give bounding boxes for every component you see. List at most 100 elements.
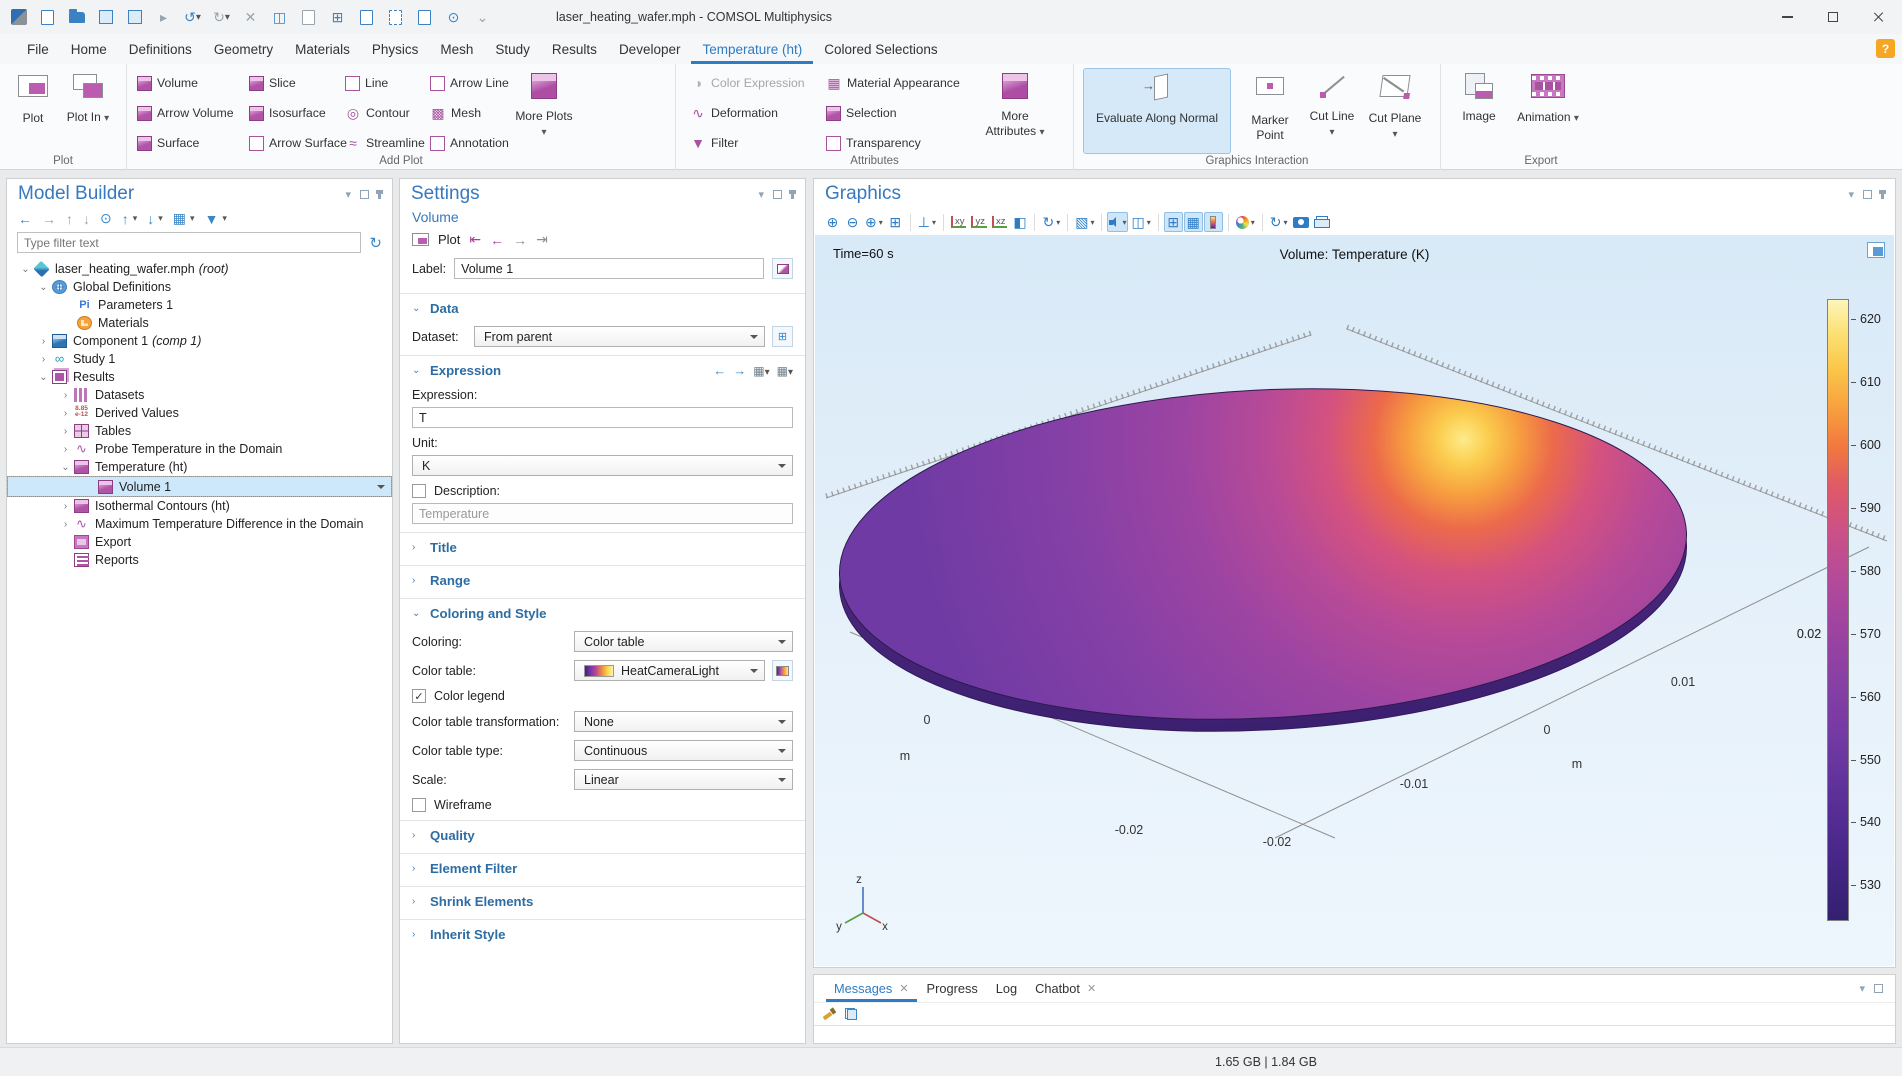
rotate-view-icon[interactable]: ↻ ▾ (1042, 213, 1061, 230)
dataset-options-icon[interactable]: ⊞ (772, 326, 793, 347)
tree-item-root[interactable]: ⌄ laser_heating_wafer.mph (root) (7, 260, 392, 278)
refresh-icon[interactable]: ↻ (369, 234, 382, 252)
expand-arrow-icon[interactable]: ⌄ (39, 281, 48, 293)
sound-icon[interactable]: ▾ (1107, 212, 1129, 232)
first-person-controls-icon[interactable]: ⊞ (1163, 212, 1183, 232)
streamline-button[interactable]: ≈ Streamline (345, 132, 425, 154)
section-element-filter[interactable]: › Element Filter (400, 853, 805, 882)
replace-expression-icon[interactable]: ▦▾ (753, 363, 770, 378)
color-table-options-icon[interactable] (772, 660, 793, 681)
tree-item-study[interactable]: › ∞ Study 1 (7, 350, 392, 368)
expand-arrow-icon[interactable]: › (41, 353, 46, 365)
model-tree-filter-icon[interactable]: ▼ (204, 210, 219, 227)
tab-physics[interactable]: Physics (371, 41, 419, 57)
show-icon[interactable]: ⊙ (100, 210, 112, 226)
color-palette-icon[interactable]: ▾ (1234, 212, 1257, 232)
node-order-menu-icon[interactable]: ▾ (190, 213, 195, 223)
zoom-in-icon[interactable]: ⊕ (826, 213, 839, 230)
tab-messages[interactable]: Messages ✕ (826, 975, 917, 1002)
view-yz-icon[interactable]: yz (969, 212, 989, 232)
pin-panel-icon[interactable] (789, 189, 796, 199)
tree-item-parameters[interactable]: Pi Parameters 1 (7, 296, 392, 314)
tab-mesh[interactable]: Mesh (440, 41, 474, 57)
tree-item-tables[interactable]: › Tables (7, 422, 392, 440)
slice-button[interactable]: Slice (249, 72, 296, 94)
duplicate-icon[interactable]: ⊞ (331, 8, 344, 25)
snapshot-icon[interactable] (1291, 212, 1311, 232)
float-panel-icon[interactable] (1874, 984, 1883, 993)
section-data[interactable]: ⌄ Data (400, 293, 805, 322)
plot-window-icon[interactable] (1867, 242, 1885, 258)
zoom-extents-icon[interactable]: ⊞ (889, 213, 902, 230)
flip-view-icon[interactable]: ◧ (1013, 213, 1027, 230)
color-table-type-select[interactable]: Continuous (574, 740, 793, 761)
tree-item-reports[interactable]: Reports (7, 551, 392, 569)
annotation-button[interactable]: Annotation (430, 132, 509, 154)
delete-icon[interactable] (358, 9, 375, 26)
tree-item-global-definitions[interactable]: ⌄ Global Definitions (7, 278, 392, 296)
move-down-icon[interactable]: ↓ (83, 210, 90, 227)
expand-arrow-icon[interactable]: › (63, 443, 68, 455)
arrow-volume-button[interactable]: Arrow Volume (137, 102, 234, 124)
tree-item-materials[interactable]: Materials (7, 314, 392, 332)
model-tree-filter-menu-icon[interactable]: ▾ (222, 213, 227, 223)
clear-messages-icon[interactable] (823, 1008, 835, 1020)
arrow-line-button[interactable]: Arrow Line (430, 72, 509, 94)
copy-icon[interactable]: ◫ (272, 8, 287, 25)
tree-item-component[interactable]: › Component 1 (comp 1) (7, 332, 392, 350)
scale-select[interactable]: Linear (574, 769, 793, 790)
expand-arrow-icon[interactable]: ⌄ (61, 461, 70, 473)
tab-chatbot[interactable]: Chatbot ✕ (1035, 981, 1097, 996)
zoom-box-icon[interactable]: ⊕ ▾ (865, 213, 883, 230)
tab-definitions[interactable]: Definitions (128, 41, 192, 57)
expression-input[interactable] (412, 407, 793, 428)
panel-menu-icon[interactable]: ▾ (758, 188, 764, 201)
image-button[interactable]: Image (1453, 70, 1505, 124)
tree-item-isothermal-contours[interactable]: › Isothermal Contours (ht) (7, 497, 392, 515)
float-panel-icon[interactable] (360, 189, 369, 199)
expand-arrow-icon[interactable]: › (63, 518, 68, 530)
selection-button[interactable]: Selection (826, 102, 897, 124)
tree-item-temperature-ht[interactable]: ⌄ Temperature (ht) (7, 458, 392, 476)
qat-customize-icon[interactable]: ⌄ (476, 8, 489, 25)
coloring-select[interactable]: Color table (574, 631, 793, 652)
more-plots-button[interactable]: More Plots ▾ (515, 70, 573, 140)
material-appearance-button[interactable]: ▦ Material Appearance (827, 74, 960, 91)
close-tab-icon[interactable]: ✕ (1086, 983, 1097, 995)
save-as-icon[interactable] (126, 9, 143, 26)
undo-icon[interactable]: ↺ ▾ (184, 8, 201, 25)
new-file-icon[interactable] (39, 9, 56, 26)
nav-forward-icon[interactable]: → (42, 210, 56, 227)
description-checkbox[interactable] (412, 484, 426, 498)
pin-panel-icon[interactable] (376, 189, 383, 199)
tab-study[interactable]: Study (495, 41, 530, 57)
section-coloring-and-style[interactable]: ⌄ Coloring and Style (400, 598, 805, 627)
scene-light-icon[interactable]: ▧ ▾ (1075, 213, 1095, 230)
cut-line-button[interactable]: Cut Line ▾ (1306, 70, 1358, 140)
evaluate-along-normal-button[interactable]: Evaluate Along Normal (1083, 68, 1231, 154)
wireframe-checkbox[interactable] (412, 798, 426, 812)
view-xy-icon[interactable]: xy (949, 212, 969, 232)
tab-materials[interactable]: Materials (295, 41, 350, 57)
marker-point-button[interactable]: Marker Point (1242, 70, 1298, 143)
save-icon[interactable] (97, 9, 114, 26)
collapse-all-icon[interactable]: ↑ (121, 210, 129, 227)
tree-item-max-temperature-difference[interactable]: › ∿ Maximum Temperature Difference in the … (7, 515, 392, 533)
tree-filter-input[interactable] (17, 232, 362, 253)
nav-back-icon[interactable]: ← (18, 210, 32, 227)
tab-temperature-ht[interactable]: Temperature (ht) (691, 35, 813, 64)
section-shrink-elements[interactable]: › Shrink Elements (400, 886, 805, 915)
line-button[interactable]: Line (345, 72, 388, 94)
tab-progress[interactable]: Progress (926, 981, 978, 996)
expand-arrow-icon[interactable]: ⌄ (21, 263, 30, 275)
color-table-transformation-select[interactable]: None (574, 711, 793, 732)
more-attributes-button[interactable]: More Attributes ▾ (979, 70, 1051, 140)
deformation-button[interactable]: ∿ Deformation (690, 102, 778, 124)
section-title[interactable]: › Title (400, 532, 805, 561)
panel-menu-icon[interactable]: ▾ (1859, 983, 1865, 995)
expand-arrow-icon[interactable]: › (63, 389, 68, 401)
plot-first-icon[interactable]: ⇤ (469, 231, 482, 247)
tab-colored-selections[interactable]: Colored Selections (824, 41, 938, 57)
update-plot-icon[interactable]: ↻ ▾ (1269, 213, 1288, 230)
tree-item-results[interactable]: ⌄ Results (7, 368, 392, 386)
